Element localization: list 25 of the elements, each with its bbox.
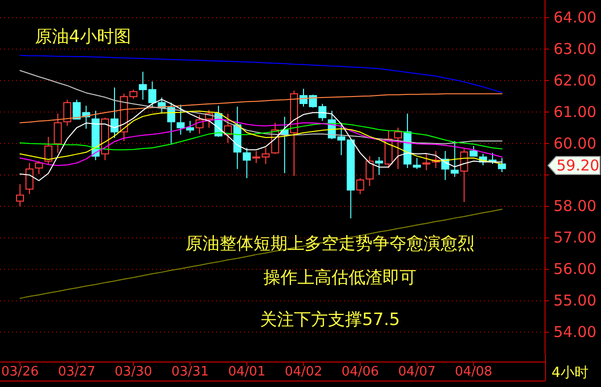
x-tick-label: 04/07 — [398, 364, 436, 380]
y-tick-label: 62.00 — [554, 71, 596, 90]
y-tick-label: 55.00 — [554, 292, 596, 310]
annotation: 操作上高估低渣即可 — [264, 268, 416, 288]
text: 59.20 — [556, 156, 600, 174]
y-tick-label: 60.00 — [554, 134, 596, 152]
annotation: 关注下方支撑57.5 — [260, 310, 400, 330]
x-tick-label: 03/30 — [114, 364, 152, 380]
y-tick-label: 61.00 — [554, 102, 596, 121]
y-tick-label: 57.00 — [554, 228, 596, 247]
text: 4小时 — [552, 365, 588, 381]
annotation: 原油整体短期上多空走势争夺愈演愈烈 — [186, 234, 474, 254]
x-tick-label: 04/08 — [454, 364, 492, 380]
y-tick-label: 63.00 — [554, 40, 596, 58]
y-tick-label: 58.00 — [554, 197, 596, 216]
y-tick-label: 56.00 — [554, 260, 596, 278]
x-tick-label: 03/26 — [1, 364, 39, 380]
text: 原油4小时图 — [35, 27, 131, 47]
x-tick-label: 04/01 — [228, 364, 266, 380]
y-tick-label: 54.00 — [554, 323, 596, 342]
x-tick-label: 03/31 — [171, 364, 209, 380]
x-tick-label: 04/06 — [341, 364, 379, 380]
y-tick-label: 64.00 — [554, 8, 596, 26]
x-tick-label: 04/02 — [284, 364, 322, 380]
x-tick-label: 03/27 — [58, 364, 96, 380]
